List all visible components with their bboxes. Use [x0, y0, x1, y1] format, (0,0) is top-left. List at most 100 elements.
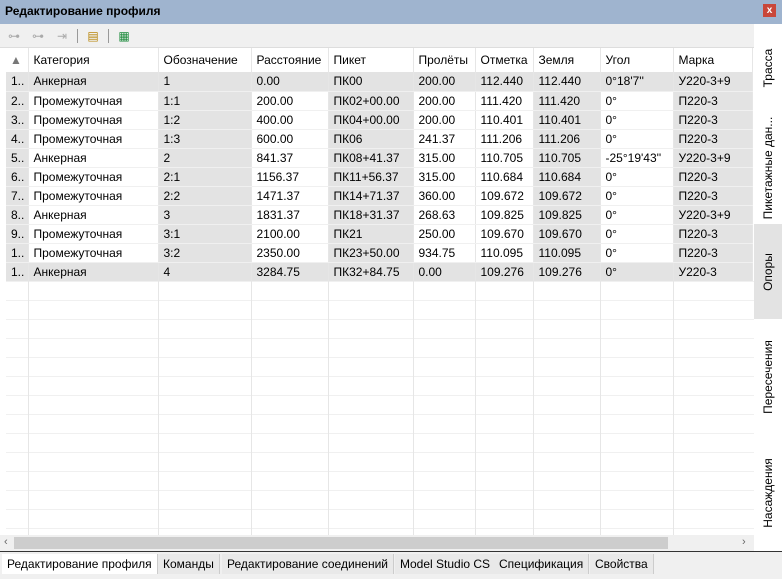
scrollbar-thumb[interactable] [14, 537, 668, 549]
side-tab[interactable]: Насаждения [754, 434, 782, 551]
table-row[interactable]: 2.. Промежуточная 1:1 200.00 ПК02+00.00 200.0… [6, 91, 753, 111]
table-cell[interactable]: 841.37 [251, 148, 329, 168]
table-cell[interactable]: 0° [600, 224, 674, 244]
table-cell[interactable]: 1:2 [158, 110, 252, 130]
table-cell[interactable]: 0° [600, 205, 674, 225]
table-cell[interactable]: 250.00 [413, 224, 476, 244]
table-cell[interactable]: 934.75 [413, 243, 476, 263]
table-cell[interactable]: 111.206 [475, 129, 534, 149]
table-cell[interactable]: 241.37 [413, 129, 476, 149]
table-cell[interactable]: 0° [600, 243, 674, 263]
table-cell[interactable]: 2:1 [158, 167, 252, 187]
table-cell[interactable]: 112.440 [475, 72, 534, 92]
table-cell[interactable]: 1471.37 [251, 186, 329, 206]
row-header[interactable]: 1.. [6, 72, 29, 92]
table-row[interactable]: 4.. Промежуточная 1:3 600.00 ПК06 241.37 111.2… [6, 129, 753, 149]
table-cell[interactable]: 109.276 [475, 262, 534, 282]
table-cell[interactable]: ПК08+41.37 [328, 148, 414, 168]
table-cell[interactable]: 2100.00 [251, 224, 329, 244]
table-cell[interactable]: 600.00 [251, 129, 329, 149]
bottom-tab[interactable]: Спецификация [494, 554, 590, 574]
table-cell[interactable]: 0° [600, 186, 674, 206]
table-row[interactable]: 1.. Анкерная 4 3284.75 ПК32+84.75 0.00 109.276… [6, 262, 753, 282]
table-cell[interactable]: П220-3 [673, 167, 753, 187]
table-cell[interactable]: 200.00 [413, 110, 476, 130]
column-header[interactable]: Земля [533, 48, 601, 72]
table-cell[interactable]: У220-3 [673, 262, 753, 282]
row-header[interactable]: 1.. [6, 262, 29, 282]
row-header[interactable]: 6.. [6, 167, 29, 187]
table-cell[interactable]: 109.825 [533, 205, 601, 225]
table-cell[interactable]: ПК06 [328, 129, 414, 149]
column-header[interactable]: Пролёты [413, 48, 476, 72]
column-header[interactable]: Пикет [328, 48, 414, 72]
table-cell[interactable]: 109.670 [533, 224, 601, 244]
table-cell[interactable]: 1831.37 [251, 205, 329, 225]
table-cell[interactable]: 2 [158, 148, 252, 168]
row-header[interactable]: 7.. [6, 186, 29, 206]
table-cell[interactable]: 2:2 [158, 186, 252, 206]
table-cell[interactable]: 109.672 [533, 186, 601, 206]
scroll-right-button[interactable]: › [742, 536, 746, 548]
table-cell[interactable]: П220-3 [673, 129, 753, 149]
table-cell[interactable]: 315.00 [413, 167, 476, 187]
table-cell[interactable]: 110.095 [533, 243, 601, 263]
table-cell[interactable]: 0°18'7'' [600, 72, 674, 92]
table-cell[interactable]: 0° [600, 91, 674, 111]
table-cell[interactable]: 110.684 [533, 167, 601, 187]
table-cell[interactable]: 4 [158, 262, 252, 282]
row-header[interactable]: 8.. [6, 205, 29, 225]
table-cell[interactable]: 200.00 [413, 91, 476, 111]
close-button[interactable]: x [763, 4, 776, 17]
table-cell[interactable]: 0° [600, 167, 674, 187]
column-header[interactable]: Отметка [475, 48, 534, 72]
bottom-tab[interactable]: Редактирование профиля [2, 554, 158, 574]
table-cell[interactable]: 0° [600, 262, 674, 282]
table-cell[interactable]: 200.00 [413, 72, 476, 92]
table-row[interactable]: 9.. Промежуточная 3:1 2100.00 ПК21 250.00 109.… [6, 224, 753, 244]
table-cell[interactable]: 0.00 [251, 72, 329, 92]
bottom-tab[interactable]: Свойства [590, 554, 654, 574]
table-cell[interactable]: 109.672 [475, 186, 534, 206]
scroll-left-button[interactable]: ‹ [4, 536, 8, 548]
table-cell[interactable]: ПК11+56.37 [328, 167, 414, 187]
table-cell[interactable]: ПК02+00.00 [328, 91, 414, 111]
table-cell[interactable]: 2350.00 [251, 243, 329, 263]
table-cell[interactable]: 109.276 [533, 262, 601, 282]
table-cell[interactable]: Промежуточная [28, 129, 159, 149]
table-cell[interactable]: 1:3 [158, 129, 252, 149]
bottom-tab[interactable]: Model Studio CS [395, 554, 497, 574]
bottom-tab[interactable]: Редактирование соединений [222, 554, 395, 574]
table-cell[interactable]: 400.00 [251, 110, 329, 130]
table-cell[interactable]: 268.63 [413, 205, 476, 225]
side-tab[interactable]: Опоры [754, 224, 782, 319]
table-cell[interactable]: П220-3 [673, 91, 753, 111]
table-cell[interactable]: Промежуточная [28, 91, 159, 111]
table-cell[interactable]: -25°19'43'' [600, 148, 674, 168]
table-cell[interactable]: Промежуточная [28, 186, 159, 206]
table-cell[interactable]: Анкерная [28, 148, 159, 168]
table-cell[interactable]: У220-3+9 [673, 148, 753, 168]
side-tab[interactable]: Пересечения [754, 319, 782, 434]
table-cell[interactable]: 0.00 [413, 262, 476, 282]
table-cell[interactable]: 109.825 [475, 205, 534, 225]
table-cell[interactable]: 3 [158, 205, 252, 225]
table-cell[interactable]: 110.705 [475, 148, 534, 168]
table-cell[interactable]: Промежуточная [28, 110, 159, 130]
column-header[interactable]: Расстояние [251, 48, 329, 72]
table-row[interactable]: 7.. Промежуточная 2:2 1471.37 ПК14+71.37 360.… [6, 186, 753, 206]
table-cell[interactable]: 3:1 [158, 224, 252, 244]
row-header[interactable]: 4.. [6, 129, 29, 149]
column-header[interactable]: Обозначение [158, 48, 252, 72]
table-cell[interactable]: 111.206 [533, 129, 601, 149]
table-cell[interactable]: П220-3 [673, 110, 753, 130]
table-row[interactable]: 6.. Промежуточная 2:1 1156.37 ПК11+56.37 315.… [6, 167, 753, 187]
table-row[interactable]: 1.. Анкерная 1 0.00 ПК00 200.00 112.440 112.440… [6, 72, 753, 92]
row-header[interactable]: 9.. [6, 224, 29, 244]
bottom-tab[interactable]: Команды [158, 554, 220, 574]
remove-branch-icon[interactable]: ⇥ [56, 29, 68, 43]
table-cell[interactable]: 111.420 [475, 91, 534, 111]
table-cell[interactable]: 3284.75 [251, 262, 329, 282]
column-header[interactable]: Категория [28, 48, 159, 72]
table-cell[interactable]: 110.684 [475, 167, 534, 187]
